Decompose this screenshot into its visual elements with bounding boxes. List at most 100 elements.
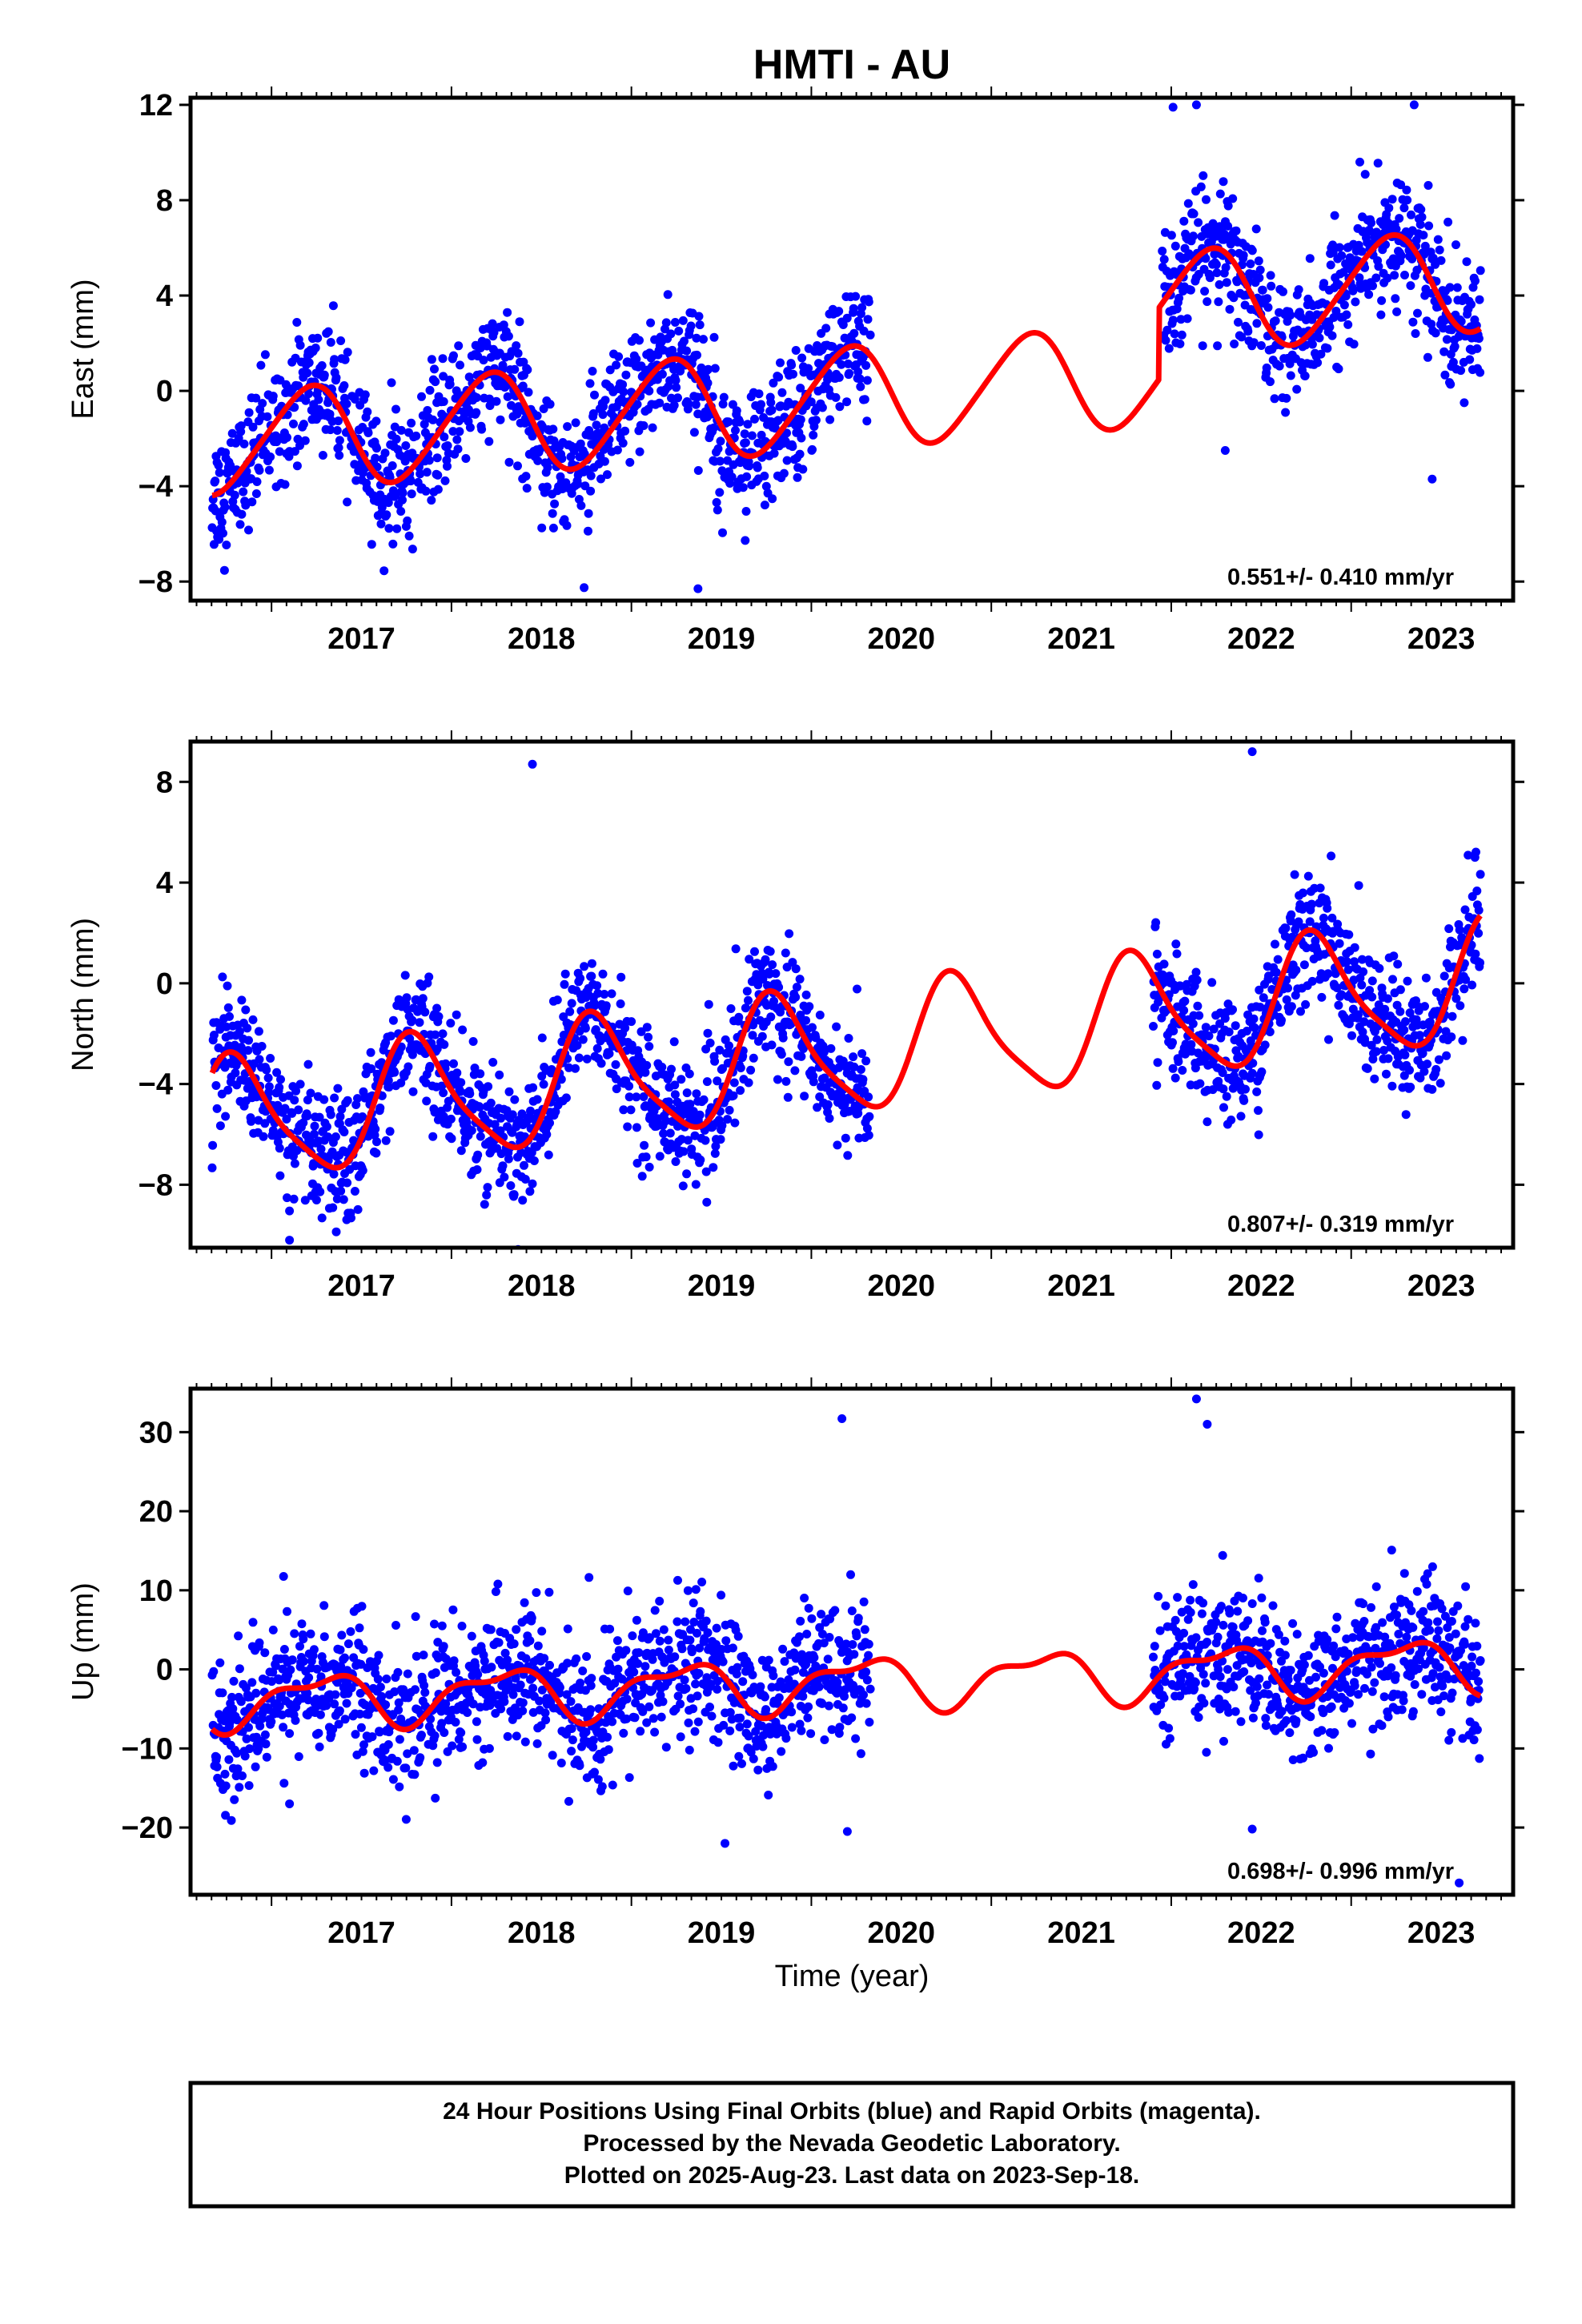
data-point [315, 1742, 324, 1751]
data-point [676, 1732, 685, 1742]
data-point [503, 1731, 512, 1741]
data-point [782, 456, 792, 465]
data-point [596, 1059, 606, 1068]
data-point [1351, 297, 1360, 307]
data-point [704, 999, 713, 1009]
data-point [437, 1081, 447, 1091]
data-point [383, 1076, 393, 1085]
data-point [600, 456, 609, 466]
data-point [718, 528, 727, 537]
data-point [808, 444, 817, 454]
data-point [620, 1023, 630, 1033]
data-point [619, 387, 628, 396]
data-point [404, 531, 414, 541]
data-point [488, 1058, 498, 1067]
data-point [590, 1767, 599, 1777]
data-point [440, 1039, 449, 1049]
data-point [790, 1066, 800, 1076]
data-point [360, 390, 370, 400]
data-point [229, 1676, 239, 1686]
data-point [285, 1206, 295, 1216]
data-point [311, 1196, 321, 1204]
data-point [1396, 251, 1406, 260]
data-point [1255, 985, 1264, 995]
data-point [689, 1618, 699, 1626]
data-point [314, 1728, 323, 1738]
data-point [401, 1815, 411, 1824]
data-point [1300, 372, 1310, 380]
data-point [1411, 329, 1420, 338]
data-point [628, 1631, 637, 1641]
data-point [765, 947, 775, 956]
data-point [791, 964, 801, 974]
data-point [805, 1002, 814, 1011]
data-point [275, 1083, 284, 1092]
data-point [248, 1015, 258, 1024]
data-point [632, 1615, 641, 1625]
data-point [731, 944, 741, 954]
data-point [659, 1625, 669, 1634]
y-tick-label: −8 [139, 1168, 173, 1202]
data-point [713, 1684, 722, 1694]
data-point [276, 1075, 285, 1084]
data-point [247, 1116, 256, 1126]
data-point [1347, 1031, 1356, 1040]
data-point [711, 1141, 721, 1151]
data-point [510, 1095, 520, 1104]
data-point [741, 1003, 750, 1013]
data-point [694, 312, 704, 321]
data-point [306, 1629, 315, 1638]
data-point [1396, 180, 1406, 190]
data-point [635, 447, 644, 456]
data-point [769, 996, 778, 1006]
data-point [390, 1687, 400, 1696]
data-point [809, 1077, 818, 1087]
data-point [726, 1004, 736, 1013]
data-point [315, 1710, 325, 1719]
data-point [1220, 445, 1230, 455]
data-point [452, 435, 462, 444]
data-point [724, 417, 733, 427]
data-point [1342, 310, 1351, 320]
data-point [300, 436, 310, 445]
data-point [1332, 983, 1342, 992]
data-point [290, 1159, 299, 1168]
data-point [744, 1078, 753, 1088]
data-point [1327, 913, 1337, 923]
data-point [692, 333, 701, 343]
data-point [347, 1683, 356, 1693]
data-point [1215, 1019, 1225, 1028]
data-point [1256, 341, 1266, 350]
data-point [1325, 322, 1335, 332]
data-point [297, 1619, 307, 1629]
data-point [783, 1092, 793, 1102]
data-point [715, 456, 725, 466]
data-point [480, 1200, 489, 1209]
data-point [221, 1781, 231, 1791]
data-point [215, 468, 224, 477]
data-point [367, 1064, 376, 1073]
data-point [317, 1213, 327, 1223]
x-tick-label: 2019 [688, 1269, 756, 1303]
data-point [548, 523, 558, 533]
data-point [1307, 340, 1317, 349]
plot-frame [188, 95, 1516, 603]
data-point [601, 1001, 611, 1011]
data-point [398, 489, 408, 497]
data-point [620, 426, 630, 436]
data-point [1171, 939, 1181, 949]
data-point [1247, 1068, 1257, 1078]
data-point [509, 1639, 519, 1649]
data-point [528, 1683, 538, 1693]
data-point [561, 1093, 571, 1103]
data-point [832, 1022, 841, 1031]
data-point [705, 1038, 715, 1047]
data-point [597, 1782, 607, 1791]
data-point [1401, 1017, 1410, 1027]
data-point [494, 1638, 504, 1647]
data-point [789, 369, 797, 379]
data-point [1460, 984, 1469, 994]
data-point [335, 436, 344, 445]
data-point [510, 364, 520, 374]
